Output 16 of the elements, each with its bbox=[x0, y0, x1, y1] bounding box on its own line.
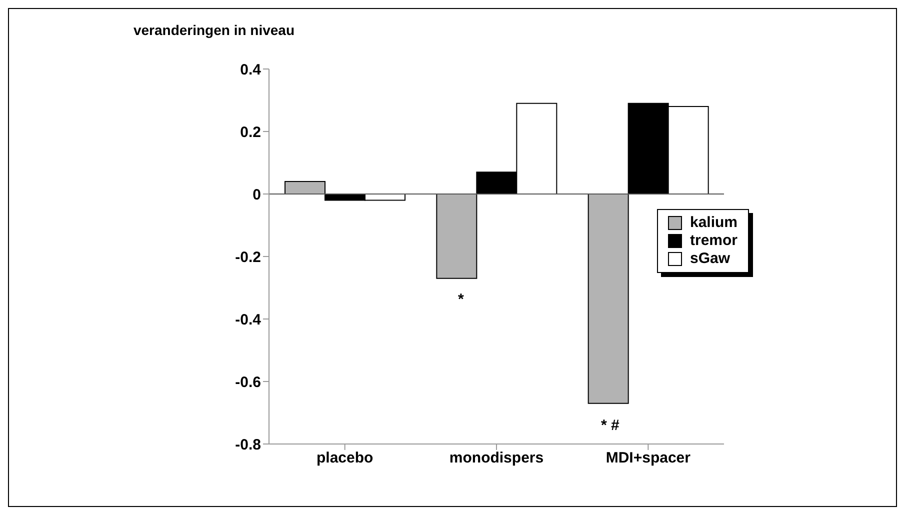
x-tick-label: monodispers bbox=[449, 450, 544, 467]
annotation: * bbox=[458, 291, 464, 308]
x-tick-label: MDI+spacer bbox=[606, 450, 691, 467]
legend-label: tremor bbox=[690, 232, 738, 250]
y-tick-label: 0.4 bbox=[240, 61, 262, 78]
x-tick-label: placebo bbox=[316, 450, 374, 467]
y-tick-label: -0.2 bbox=[235, 248, 261, 266]
y-tick-label: -0.8 bbox=[235, 436, 261, 454]
legend-label: kalium bbox=[690, 214, 738, 232]
y-tick-label: 0.2 bbox=[240, 124, 261, 141]
y-tick-label: -0.4 bbox=[235, 311, 262, 328]
y-tick-label: 0 bbox=[252, 186, 261, 204]
annotation: * # bbox=[601, 417, 620, 434]
legend-label: sGaw bbox=[690, 250, 730, 268]
y-tick-label: -0.6 bbox=[235, 374, 261, 391]
y-axis-title: veranderingen in niveau bbox=[132, 21, 296, 39]
